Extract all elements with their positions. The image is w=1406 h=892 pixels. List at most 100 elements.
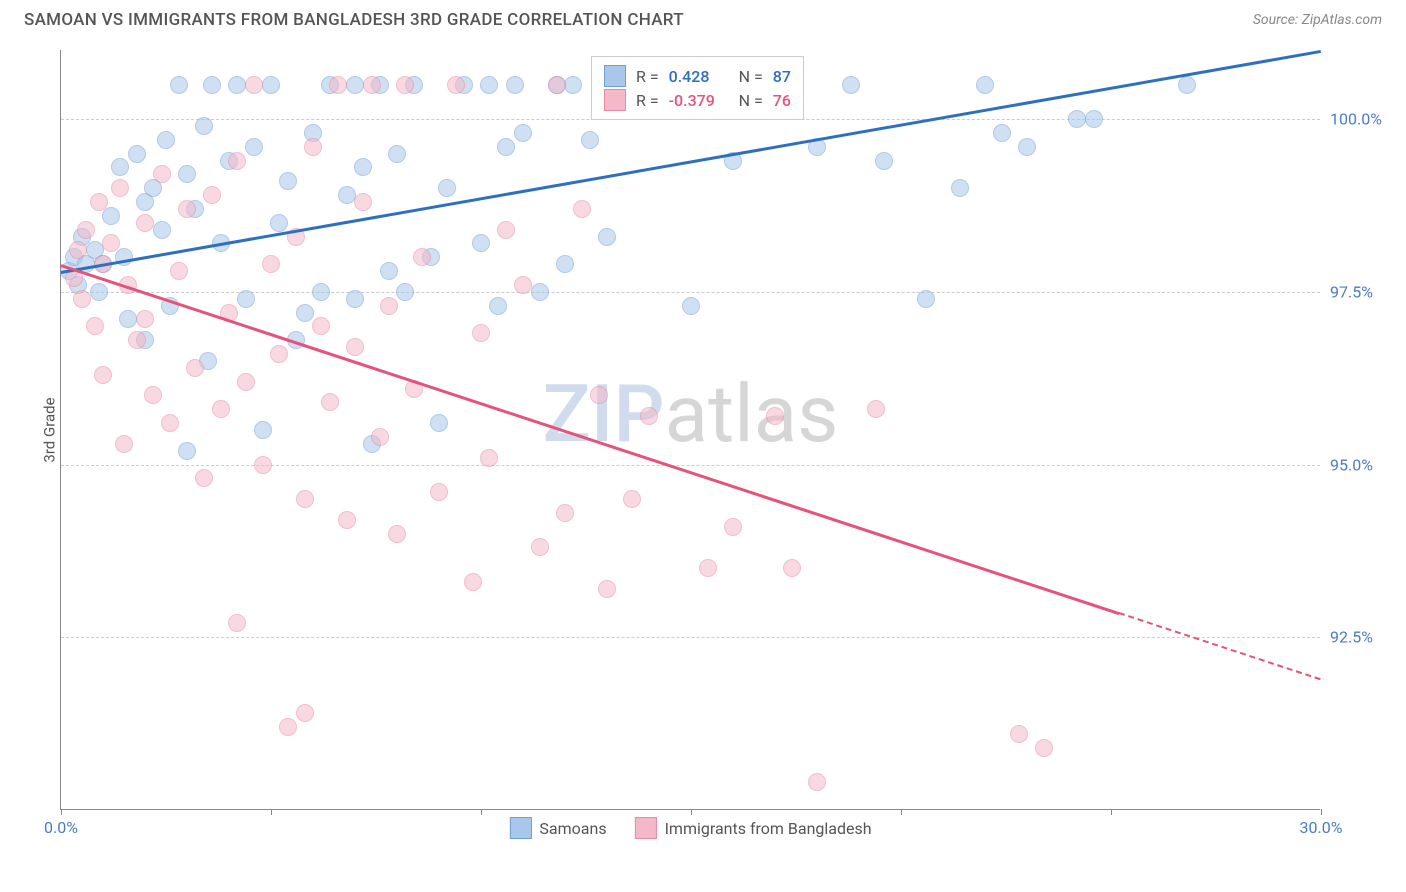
stat-n-value: 76 — [773, 91, 791, 110]
stat-r-label: R = — [636, 67, 659, 86]
scatter-point — [623, 490, 641, 508]
scatter-point — [170, 262, 188, 280]
scatter-point — [86, 317, 104, 335]
scatter-point — [228, 76, 246, 94]
scatter-point — [573, 200, 591, 218]
scatter-point — [203, 76, 221, 94]
gridline — [61, 465, 1320, 466]
scatter-point — [262, 76, 280, 94]
scatter-point — [514, 124, 532, 142]
scatter-point — [254, 456, 272, 474]
scatter-point — [682, 297, 700, 315]
scatter-point — [396, 283, 414, 301]
scatter-point — [1010, 725, 1028, 743]
series-legend: Samoans Immigrants from Bangladesh — [509, 817, 871, 839]
scatter-point — [136, 214, 154, 232]
scatter-point — [346, 338, 364, 356]
scatter-point — [438, 179, 456, 197]
x-tick — [1321, 809, 1322, 815]
scatter-point — [497, 138, 515, 156]
scatter-point — [212, 400, 230, 418]
scatter-point — [111, 179, 129, 197]
scatter-point — [329, 76, 347, 94]
y-tick-label: 100.0% — [1330, 110, 1400, 129]
scatter-point — [157, 131, 175, 149]
scatter-point — [808, 773, 826, 791]
scatter-point — [195, 469, 213, 487]
scatter-point — [186, 359, 204, 377]
scatter-point — [1178, 76, 1196, 94]
scatter-point — [94, 366, 112, 384]
scatter-point — [1068, 110, 1086, 128]
watermark-part-b: atlas — [665, 367, 839, 461]
series-legend-label: Samoans — [539, 819, 606, 838]
x-tick-label: 0.0% — [44, 818, 78, 837]
scatter-point — [296, 704, 314, 722]
scatter-point — [363, 76, 381, 94]
scatter-point — [548, 76, 566, 94]
scatter-point — [531, 538, 549, 556]
scatter-point — [245, 138, 263, 156]
scatter-point — [480, 449, 498, 467]
scatter-point — [867, 400, 885, 418]
scatter-point — [598, 228, 616, 246]
scatter-point — [354, 193, 372, 211]
trend-line — [61, 264, 1120, 615]
scatter-point — [1085, 110, 1103, 128]
scatter-point — [472, 234, 490, 252]
scatter-point — [228, 152, 246, 170]
scatter-point — [178, 442, 196, 460]
scatter-point — [279, 718, 297, 736]
series-legend-label: Immigrants from Bangladesh — [665, 819, 872, 838]
stats-legend-row: R =0.428N =87 — [604, 65, 791, 87]
scatter-point — [312, 317, 330, 335]
scatter-point — [144, 386, 162, 404]
scatter-point — [77, 221, 95, 239]
legend-swatch — [604, 65, 626, 87]
scatter-point — [380, 297, 398, 315]
scatter-point — [153, 165, 171, 183]
scatter-point — [951, 179, 969, 197]
gridline — [61, 637, 1320, 638]
scatter-point — [514, 276, 532, 294]
scatter-point — [531, 283, 549, 301]
scatter-point — [472, 324, 490, 342]
scatter-point — [153, 221, 171, 239]
scatter-point — [380, 262, 398, 280]
x-tick — [901, 809, 902, 815]
scatter-point — [447, 76, 465, 94]
x-tick — [481, 809, 482, 815]
scatter-point — [724, 518, 742, 536]
scatter-point — [312, 283, 330, 301]
scatter-point — [119, 310, 137, 328]
scatter-point — [73, 290, 91, 308]
scatter-point — [69, 241, 87, 259]
scatter-point — [464, 573, 482, 591]
scatter-point — [497, 221, 515, 239]
scatter-point — [102, 207, 120, 225]
scatter-point — [388, 525, 406, 543]
legend-swatch — [635, 817, 657, 839]
scatter-point — [270, 345, 288, 363]
trend-line — [1119, 612, 1321, 680]
scatter-point — [430, 483, 448, 501]
scatter-chart: 3rd Grade ZIPatlas 92.5%95.0%97.5%100.0%… — [60, 50, 1320, 810]
scatter-point — [766, 407, 784, 425]
scatter-point — [128, 331, 146, 349]
scatter-point — [161, 414, 179, 432]
scatter-point — [480, 76, 498, 94]
x-tick — [61, 809, 62, 815]
scatter-point — [90, 283, 108, 301]
scatter-point — [128, 145, 146, 163]
chart-header: SAMOAN VS IMMIGRANTS FROM BANGLADESH 3RD… — [0, 0, 1406, 36]
scatter-point — [413, 248, 431, 266]
stat-n-label: N = — [739, 91, 763, 110]
scatter-point — [115, 435, 133, 453]
scatter-point — [590, 386, 608, 404]
scatter-point — [170, 76, 188, 94]
scatter-point — [388, 145, 406, 163]
scatter-point — [842, 76, 860, 94]
stat-r-value: -0.379 — [669, 91, 729, 110]
scatter-point — [430, 414, 448, 432]
scatter-point — [783, 559, 801, 577]
